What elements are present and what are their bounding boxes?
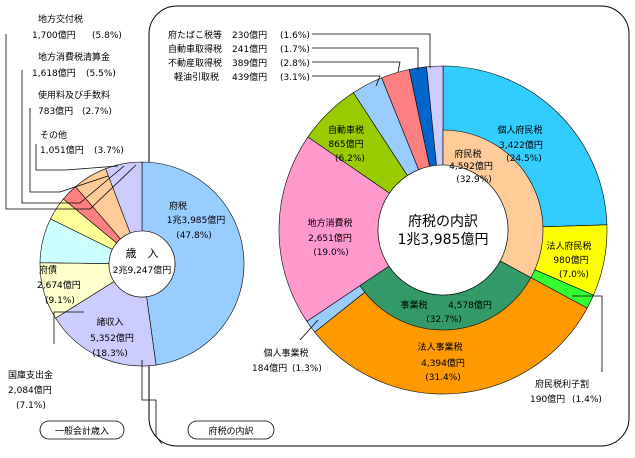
leader-line-other [35,144,119,171]
label-auto-acquisition-tax: 自動車取得税 [168,43,222,55]
pct-tobacco-tax: (1.6%) [280,31,310,41]
leader-line-interest-tax [572,295,603,372]
pct-interest-tax: (1.4%) [572,395,602,405]
pct-corporate-enterprise-tax: (31.4%) [425,373,461,383]
tax-inner-ring [359,129,544,331]
revenue-center-title: 歳 入 [126,247,159,260]
leader-line-diesel [312,75,381,87]
link-bracket [141,360,163,445]
amount-miscellaneous-revenue: 5,352億円 [90,332,134,344]
label-consumption-tax-settlement: 地方消費税清算金 [38,51,110,63]
breakdown-caption-box [187,420,275,440]
amount-prefectural-tax: 1兆3,985億円 [167,214,226,226]
label-automobile-tax: 自動車税 [328,124,364,136]
pct-diesel-tax: (3.1%) [280,73,310,83]
pct-miscellaneous-revenue: (18.3%) [92,349,128,359]
label-resident-tax-group: 府民税 [454,148,481,160]
leader-line-real-estate [312,61,401,73]
leader-line-tobacco [312,33,431,68]
revenue-center-hole [108,230,176,298]
amount-other: 1,051億円 [40,144,84,156]
tax-center-total: 1兆3,985億円 [398,232,489,248]
amount-local-allocation-tax: 1,700億円 [32,29,76,41]
revenue-pie [39,161,245,367]
leader-line-individual-enterprise [299,319,319,341]
label-corporate-enterprise-tax: 法人事業税 [417,341,462,353]
amount-interest-tax: 190億円 [530,393,565,405]
pct-local-consumption-tax: (19.0%) [313,248,349,258]
label-other: その他 [40,129,67,141]
pct-prefectural-tax: (47.8%) [176,231,212,241]
amount-prefectural-bonds: 2,674億円 [37,279,81,291]
amount-consumption-tax-settlement: 1,618億円 [32,67,76,79]
leader-line-fees [29,108,109,193]
leader-line-national-treasury [53,311,84,344]
pct-automobile-tax: (6.2%) [335,154,365,164]
label-national-treasury: 国庫支出金 [8,369,53,381]
pct-prefectural-bonds: (9.1%) [45,296,75,306]
leader-line-local-allocation [5,34,137,210]
pct-corporate-resident-tax: (7.0%) [559,270,589,280]
amount-tobacco-tax: 230億円 [232,29,267,41]
pct-fees: (2.7%) [82,107,112,117]
amount-real-estate-tax: 389億円 [232,57,267,69]
pct-national-treasury: (7.1%) [16,401,46,411]
amount-corporate-resident-tax: 980億円 [553,254,588,266]
label-real-estate-tax: 不動産取得税 [168,57,222,69]
tax-center-hole [377,164,509,296]
pct-individual-enterprise-tax: (1.3%) [292,364,322,374]
label-enterprise-tax-group: 事業税 [400,299,427,311]
label-individual-enterprise-tax: 個人事業税 [263,347,308,359]
pct-individual-resident-tax: (24.5%) [506,154,542,164]
label-prefectural-tax: 府税 [169,200,187,212]
amount-local-consumption-tax: 2,651億円 [308,232,352,244]
pct-other: (3.7%) [94,146,124,156]
label-fees: 使用料及び手数料 [38,89,110,101]
label-tobacco-tax: 府たばこ税等 [168,29,222,41]
amount-corporate-enterprise-tax: 4,394億円 [421,357,465,369]
amount-automobile-tax: 865億円 [328,138,363,150]
leader-line-consumption-settlement [21,70,125,204]
amount-national-treasury: 2,084億円 [8,384,52,396]
revenue-center-total: 2兆9,247億円 [113,264,172,276]
label-local-allocation-tax: 地方交付税 [38,13,83,25]
label-interest-tax: 府民税利子割 [535,378,589,390]
pct-resident-tax-group: (32.9%) [456,175,492,185]
amount-enterprise-tax-group: 4,578億円 [448,299,492,311]
pct-auto-acquisition-tax: (1.7%) [280,45,310,55]
amount-diesel-tax: 439億円 [232,71,267,83]
pct-local-allocation-tax: (5.8%) [92,31,122,41]
label-corporate-resident-tax: 法人府民税 [546,240,591,252]
amount-auto-acquisition-tax: 241億円 [232,43,267,55]
revenue-caption-box [39,420,125,440]
tax-center-title: 府税の内訳 [408,214,478,230]
breakdown-caption: 府税の内訳 [208,425,253,437]
amount-individual-resident-tax: 3,422億円 [499,139,543,151]
pct-real-estate-tax: (2.8%) [280,59,310,69]
leader-line-auto-acquisition [312,47,419,70]
label-local-consumption-tax: 地方消費税 [307,217,352,229]
amount-individual-enterprise-tax: 184億円 [252,362,287,374]
label-individual-resident-tax: 個人府民税 [497,124,542,136]
pct-consumption-tax-settlement: (5.5%) [86,69,116,79]
label-diesel-tax: 軽油引取税 [174,71,219,83]
amount-resident-tax-group: 4,592億円 [449,160,493,172]
revenue-caption: 一般会計歳入 [55,425,109,437]
pct-enterprise-tax-group: (32.7%) [426,315,462,325]
amount-fees: 783億円 [38,105,73,117]
label-miscellaneous-revenue: 諸収入 [96,316,123,328]
label-prefectural-bonds: 府債 [39,264,57,276]
